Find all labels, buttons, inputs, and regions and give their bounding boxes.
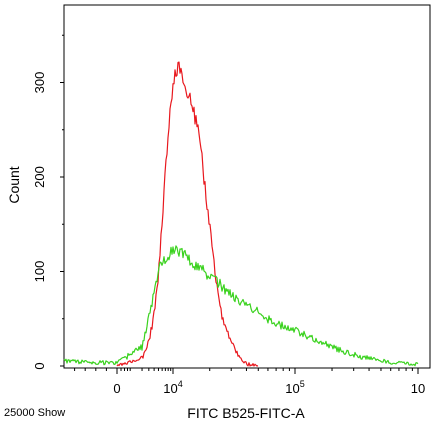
histogram-series-1 [116,61,259,367]
y-tick-label: 300 [32,72,47,94]
plot-frame [63,4,431,369]
series-layer [63,61,419,367]
y-tick-label: 200 [32,166,47,188]
axis-ticks: 0 100 200 300 0 104 105 10 [32,34,425,396]
y-axis-title: Count [6,166,22,203]
x-tick-label: 10 [411,381,425,396]
histogram-series-2 [63,245,419,367]
x-axis-title: FITC B525-FITC-A [187,405,305,421]
footer-label: 25000 Show [4,407,65,419]
x-tick-label: 0 [113,381,120,396]
x-tick-label: 104 [163,379,182,396]
x-tick-label: 105 [285,379,304,396]
y-tick-label: 0 [32,362,47,369]
y-tick-label: 100 [32,261,47,283]
